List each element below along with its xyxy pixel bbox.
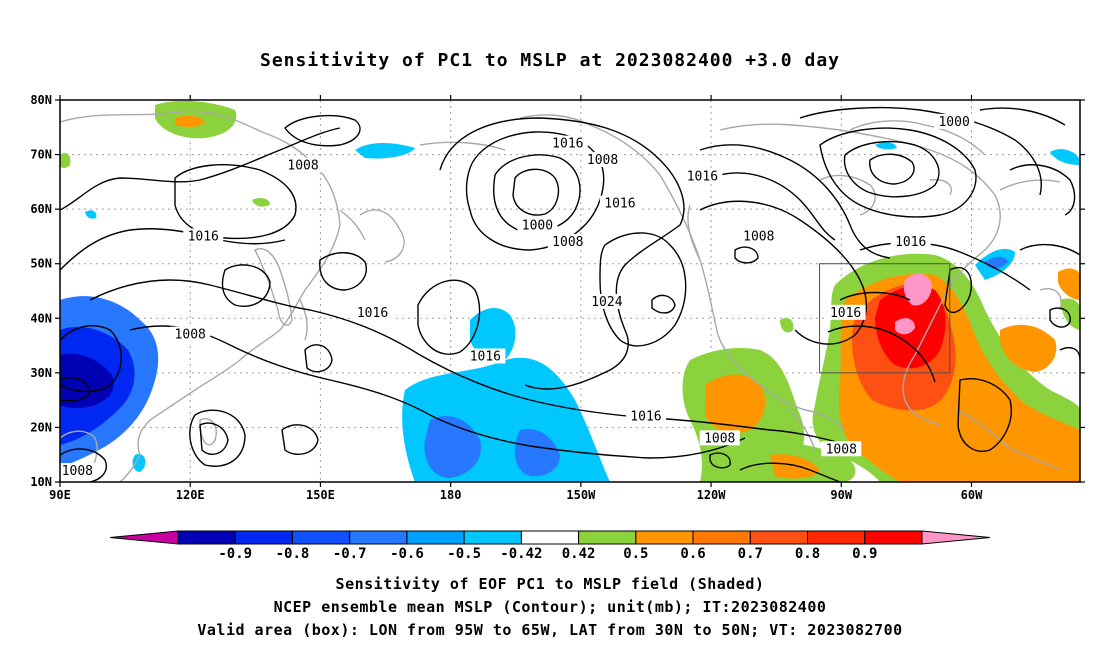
colorbar-label: -0.9: [218, 546, 252, 562]
contour-label: 1000: [938, 115, 969, 130]
contour-label-bg: [170, 326, 211, 342]
contour-label-bg: [821, 441, 862, 457]
contour-label-bg: [352, 304, 393, 320]
valid-area-box: [819, 263, 951, 374]
colorbar-label: -0.42: [500, 546, 542, 562]
contour-label: 1024: [591, 295, 622, 310]
contour-label: 1016: [470, 349, 501, 364]
contour-label: 1016: [604, 197, 635, 212]
lon-label: 120E: [176, 488, 205, 502]
contour-label-bg: [547, 233, 588, 249]
contour-label: 1016: [188, 229, 219, 244]
contour-label-bg: [183, 228, 224, 244]
colorbar-label: -0.8: [276, 546, 310, 562]
caption-line-2: NCEP ensemble mean MSLP (Contour); unit(…: [273, 598, 827, 616]
contour-label: 1016: [357, 306, 388, 321]
contour-label: 1016: [552, 137, 583, 152]
colorbar-swatch: [463, 530, 522, 545]
lat-label: 80N: [30, 93, 52, 107]
contour-label-bg: [699, 430, 740, 446]
contour-label-bg: [890, 233, 931, 249]
lon-label: 60W: [961, 488, 983, 502]
mslp-contours: [60, 106, 1080, 482]
lon-label: 180: [440, 488, 462, 502]
colorbar-swatch: [864, 530, 923, 545]
contour-label-bg: [582, 152, 623, 168]
colorbar-swatch: [177, 530, 236, 545]
contour-label-bg: [586, 293, 627, 309]
lat-label: 60N: [30, 202, 52, 216]
contour-labels: 1016100810001016100810241016101610081008…: [60, 113, 975, 479]
contour-label-bg: [682, 168, 723, 184]
contour-label: 1016: [630, 410, 661, 425]
colorbar-swatch: [578, 530, 637, 545]
colorbar: -0.9 -0.8 -0.7 -0.6 -0.5 -0.42 0.42 0.5 0.6 0.7 0.…: [109, 530, 991, 562]
coastlines: [60, 110, 1062, 482]
colorbar-low-arrow: [109, 530, 179, 545]
contour-label-bg: [60, 463, 98, 479]
contour-label-bg: [825, 304, 866, 320]
caption-line-1: Sensitivity of EOF PC1 to MSLP field (Sh…: [335, 575, 765, 593]
colorbar-swatch: [520, 530, 580, 545]
contour-label: 1000: [522, 219, 553, 234]
contour-label-bg: [517, 217, 558, 233]
contour-label: 1008: [704, 431, 735, 446]
colorbar-label: -0.5: [447, 546, 481, 562]
colorbar-swatch: [749, 530, 809, 545]
contour-label-bg: [465, 348, 506, 364]
map-body: 1016100810001016100810241016101610081008…: [60, 100, 1080, 482]
contour-label-bg: [934, 113, 975, 129]
lat-label: 70N: [30, 148, 52, 162]
colorbar-swatch: [692, 530, 751, 545]
contour-label: 1008: [62, 464, 93, 479]
contour-label: 1008: [826, 442, 857, 457]
lat-label: 40N: [30, 311, 52, 325]
contour-label-bg: [738, 228, 779, 244]
lon-label: 90E: [49, 488, 71, 502]
contour-label: 1016: [830, 306, 861, 321]
contour-label: 1008: [175, 328, 206, 343]
contour-label-bg: [547, 135, 588, 151]
lat-label: 50N: [30, 257, 52, 271]
lat-label: 30N: [30, 366, 52, 380]
contour-label: 1016: [687, 169, 718, 184]
colorbar-swatch: [406, 530, 465, 545]
colorbar-swatch: [807, 530, 866, 545]
colorbar-label: 0.7: [738, 546, 763, 562]
lon-label: 120W: [697, 488, 727, 502]
contour-label: 1008: [287, 158, 318, 173]
colorbar-label: 0.5: [623, 546, 648, 562]
negative-sensitivity-shading: [60, 142, 1080, 482]
map-frame: [59, 99, 1081, 483]
colorbar-swatch: [635, 530, 694, 545]
colorbar-label: -0.7: [333, 546, 367, 562]
colorbar-swatch: [291, 530, 351, 545]
lon-label: 150E: [306, 488, 335, 502]
contour-label: 1008: [743, 229, 774, 244]
colorbar-label: 0.8: [795, 546, 820, 562]
colorbar-label: 0.42: [562, 546, 596, 562]
contour-label-bg: [283, 157, 324, 173]
colorbar-label: 0.9: [852, 546, 877, 562]
colorbar-swatch: [349, 530, 408, 545]
contour-label: 1016: [895, 235, 926, 250]
colorbar-label: -0.6: [390, 546, 424, 562]
contour-label: 1008: [552, 235, 583, 250]
lon-label: 150W: [566, 488, 596, 502]
colorbar-label: 0.6: [680, 546, 705, 562]
contour-label-bg: [599, 195, 640, 211]
axis-ticks: [55, 95, 1085, 487]
caption-line-3: Valid area (box): LON from 95W to 65W, L…: [197, 621, 903, 639]
lat-label: 20N: [30, 420, 52, 434]
lat-label: 10N: [30, 475, 52, 489]
lon-label: 90W: [830, 488, 852, 502]
colorbar-high-arrow: [921, 530, 991, 545]
map-title: Sensitivity of PC1 to MSLP at 2023082400…: [259, 50, 840, 71]
contour-label-bg: [625, 408, 666, 424]
colorbar-swatch: [234, 530, 293, 545]
contour-label: 1008: [587, 153, 618, 168]
positive-sensitivity-shading: [60, 100, 1080, 482]
